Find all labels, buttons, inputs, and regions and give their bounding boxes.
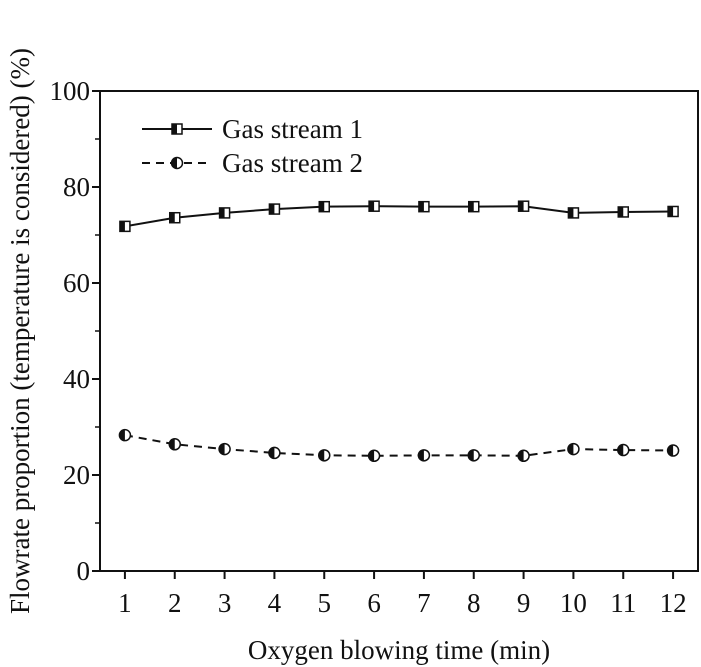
series-1-point <box>119 220 131 233</box>
x-tick-label: 7 <box>417 588 431 618</box>
series-1-point <box>169 211 181 224</box>
legend-item-series-2: Gas stream 2 <box>142 148 363 178</box>
y-tick-label: 40 <box>63 364 90 394</box>
x-tick-label: 4 <box>268 588 282 618</box>
x-tick-label: 2 <box>168 588 182 618</box>
x-tick-label: 1 <box>118 588 132 618</box>
legend-label: Gas stream 1 <box>222 114 363 144</box>
legend-marker <box>171 123 183 135</box>
legend-marker <box>170 156 184 170</box>
series-1-point <box>617 206 629 218</box>
y-axis: 0 20 40 60 80 100 <box>50 76 100 586</box>
legend-item-series-1: Gas stream 1 <box>142 114 363 144</box>
series-2-point <box>517 449 530 463</box>
series-1-point <box>418 200 430 213</box>
series-2-point <box>218 442 231 456</box>
series-1-point <box>517 200 530 212</box>
series-2-point <box>318 449 331 462</box>
series-2-point <box>417 449 431 462</box>
series-layer <box>118 200 680 463</box>
legend-label: Gas stream 2 <box>222 148 363 178</box>
series-1-point <box>218 207 231 219</box>
series-2-line <box>124 434 674 457</box>
x-tick-label: 12 <box>660 588 687 618</box>
series-1-point <box>268 203 281 215</box>
series-1-line <box>124 205 674 228</box>
series-2-point <box>467 449 480 462</box>
x-tick-label: 6 <box>367 588 381 618</box>
x-tick-label: 3 <box>218 588 232 618</box>
series-1-point <box>468 200 480 213</box>
y-tick-label: 80 <box>63 172 90 202</box>
y-tick-label: 0 <box>77 556 91 586</box>
y-tick-label: 100 <box>50 76 91 106</box>
series-2-point <box>666 444 680 457</box>
legend: Gas stream 1 Gas stream 2 <box>142 114 363 178</box>
x-axis: 1 2 3 4 5 6 7 8 9 10 11 12 <box>118 571 687 618</box>
series-1-point <box>368 200 380 212</box>
x-tick-label: 10 <box>560 588 587 618</box>
series-2-point <box>168 438 181 451</box>
series-1-point <box>667 205 679 218</box>
y-tick-label: 60 <box>63 268 90 298</box>
x-tick-label: 9 <box>517 588 531 618</box>
x-tick-label: 8 <box>467 588 481 618</box>
series-2-point <box>118 428 132 442</box>
series-1-point <box>318 200 330 213</box>
series-2-point <box>567 442 580 456</box>
series-2-point <box>367 449 381 463</box>
x-axis-title: Oxygen blowing time (min) <box>248 635 550 665</box>
series-2-point <box>268 446 281 460</box>
series-2-point <box>617 443 630 457</box>
x-tick-label: 5 <box>318 588 332 618</box>
series-1-point <box>567 207 580 219</box>
y-axis-title: Flowrate proportion (temperature is cons… <box>5 48 35 614</box>
x-tick-label: 11 <box>610 588 636 618</box>
y-tick-label: 20 <box>63 460 90 490</box>
